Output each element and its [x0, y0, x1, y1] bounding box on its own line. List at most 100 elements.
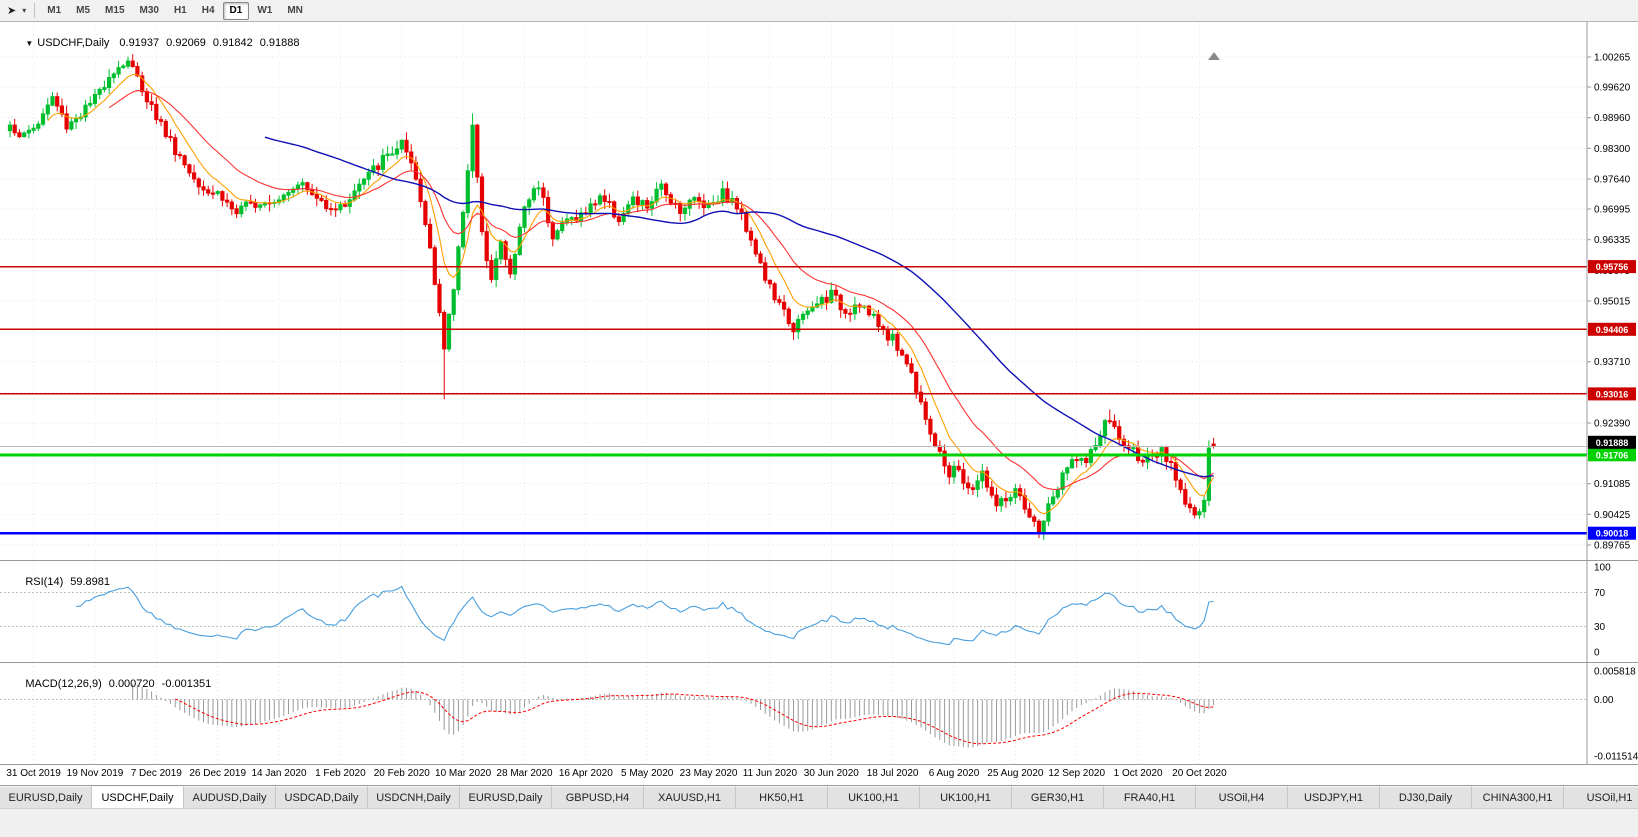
price-tick-label: 0.98960 — [1594, 113, 1631, 124]
status-bar — [0, 808, 1638, 837]
rsi-tick-label: 100 — [1594, 563, 1611, 574]
timeframe-button-w1[interactable]: W1 — [257, 4, 273, 16]
macd-panel[interactable]: MACD(12,26,9) 0.000720 -0.001351 0.005818 0… — [0, 662, 1638, 764]
svg-text:0.95756: 0.95756 — [1596, 262, 1629, 272]
macd-grid — [33, 663, 1200, 764]
chart-tab-usoil-h1[interactable]: USOil,H1 — [1564, 786, 1638, 808]
chart-tab-usdcad-daily[interactable]: USDCAD,Daily — [276, 786, 368, 808]
date-tick-label: 12 Sep 2020 — [1048, 768, 1106, 779]
rsi-panel[interactable]: RSI(14) 59.8981 100 70 30 0 — [0, 560, 1638, 662]
candle-bodies-layer — [7, 60, 1216, 535]
chart-tab-fra40-h1[interactable]: FRA40,H1 — [1104, 786, 1196, 808]
date-tick-label: 28 Mar 2020 — [496, 768, 553, 779]
cursor-icon[interactable]: ➤ — [7, 4, 17, 17]
date-tick-label: 20 Feb 2020 — [373, 768, 430, 779]
rsi-tick-label: 30 — [1594, 622, 1606, 633]
svg-text:0.94406: 0.94406 — [1596, 325, 1629, 335]
price-tick-label: 0.95015 — [1594, 297, 1631, 308]
rsi-line — [76, 585, 1214, 646]
svg-text:0.91706: 0.91706 — [1596, 450, 1629, 460]
macd-tick-label: 0.005818 — [1594, 667, 1636, 678]
chart-tab-uk100-h1[interactable]: UK100,H1 — [920, 786, 1012, 808]
timeframe-button-m15[interactable]: M15 — [105, 4, 125, 16]
price-tick-label: 1.00265 — [1594, 53, 1631, 64]
timeframe-button-m5[interactable]: M5 — [76, 4, 91, 16]
price-tick-label: 0.93710 — [1594, 357, 1631, 368]
main-chart-panel[interactable]: ▼ USDCHF,Daily 0.91937 0.92069 0.91842 0.9188… — [0, 22, 1638, 560]
timeframe-button-mn[interactable]: MN — [287, 4, 303, 16]
chart-tab-xauusd-h1[interactable]: XAUUSD,H1 — [644, 786, 736, 808]
price-tick-label: 0.91085 — [1594, 479, 1631, 490]
date-tick-label: 1 Oct 2020 — [1113, 768, 1163, 779]
svg-text:0.93016: 0.93016 — [1596, 389, 1629, 399]
toolbar-separator — [34, 3, 36, 18]
price-tick-label: 0.96335 — [1594, 235, 1631, 246]
chart-tab-eurusd-daily[interactable]: EURUSD,Daily — [460, 786, 552, 808]
date-tick-label: 16 Apr 2020 — [558, 768, 613, 779]
price-tick-label: 0.98300 — [1594, 144, 1631, 155]
chart-tab-usdjpy-h1[interactable]: USDJPY,H1 — [1288, 786, 1380, 808]
chart-tab-usoil-h4[interactable]: USOil,H4 — [1196, 786, 1288, 808]
date-tick-label: 14 Jan 2020 — [251, 768, 307, 779]
chart-tab-eurusd-daily[interactable]: EURUSD,Daily — [0, 786, 92, 808]
svg-text:0.90018: 0.90018 — [1596, 529, 1629, 539]
dropdown-caret-icon[interactable]: ▾ — [22, 5, 27, 15]
timeframe-button-d1[interactable]: D1 — [222, 1, 250, 20]
date-tick-label: 31 Oct 2019 — [6, 768, 61, 779]
chart-tab-usdcnh-daily[interactable]: USDCNH,Daily — [368, 786, 460, 808]
moving-average-line — [264, 136, 1214, 478]
moving-average-line — [47, 73, 1215, 515]
date-tick-label: 23 May 2020 — [679, 768, 738, 779]
timeframe-button-m30[interactable]: M30 — [139, 4, 159, 16]
hline-badge-0.94406: 0.94406 — [1588, 322, 1636, 336]
date-tick-label: 20 Oct 2020 — [1172, 768, 1227, 779]
date-tick-label: 1 Feb 2020 — [315, 768, 366, 779]
chart-shift-marker[interactable] — [1208, 52, 1220, 60]
chart-tab-usdchf-daily[interactable]: USDCHF,Daily — [92, 786, 184, 808]
price-tick-label: 0.96995 — [1594, 205, 1631, 216]
svg-text:0.91888: 0.91888 — [1596, 438, 1629, 448]
price-tick-label: 0.97640 — [1594, 175, 1631, 186]
date-tick-label: 30 Jun 2020 — [803, 768, 859, 779]
chart-title: ▼ USDCHF,Daily 0.91937 0.92069 0.91842 0.9188… — [7, 25, 299, 61]
candlestick-chart[interactable]: 1.00265 0.99620 0.98960 0.98300 0.97640 0.969… — [0, 22, 1638, 560]
rsi-chart[interactable]: 100 70 30 0 — [0, 561, 1638, 662]
hline-badge-0.91706: 0.91706 — [1588, 448, 1636, 462]
main-grid — [0, 22, 1587, 560]
date-tick-label: 25 Aug 2020 — [987, 768, 1044, 779]
chart-tab-ger30-h1[interactable]: GER30,H1 — [1012, 786, 1104, 808]
chart-tab-uk100-h1[interactable]: UK100,H1 — [828, 786, 920, 808]
rsi-label: RSI(14) 59.8981 — [25, 576, 111, 588]
chart-tab-china300-h1[interactable]: CHINA300,H1 — [1472, 786, 1564, 808]
chart-tab-audusd-daily[interactable]: AUDUSD,Daily — [184, 786, 276, 808]
chart-tabs-bar: EURUSD,Daily USDCHF,Daily AUDUSD,Daily USDC… — [0, 785, 1638, 808]
hline-badge-0.95756: 0.95756 — [1588, 260, 1636, 274]
timeframe-toolbar: M1 M5 M15 M30 H1 H4 D1 W1 MN — [40, 1, 310, 20]
chart-menu-icon[interactable]: ▼ — [25, 39, 34, 48]
timeframe-button-h1[interactable]: H1 — [173, 4, 187, 16]
date-tick-label: 10 Mar 2020 — [435, 768, 492, 779]
macd-chart[interactable]: 0.005818 0.00 -0.011514 — [0, 663, 1638, 764]
chart-tab-hk50-h1[interactable]: HK50,H1 — [736, 786, 828, 808]
chart-tab-gbpusd-h4[interactable]: GBPUSD,H4 — [552, 786, 644, 808]
current-price-badge: 0.91888 — [1588, 435, 1636, 449]
price-tick-label: 0.99620 — [1594, 83, 1631, 94]
rsi-axis[interactable] — [1587, 561, 1638, 662]
date-tick-label: 11 Jun 2020 — [742, 768, 798, 779]
timeframe-button-m1[interactable]: M1 — [47, 4, 62, 16]
macd-tick-label: -0.011514 — [1594, 752, 1638, 763]
macd-tick-label: 0.00 — [1594, 695, 1614, 706]
chart-tab-dj30-daily[interactable]: DJ30,Daily — [1380, 786, 1472, 808]
candle-wicks-layer — [9, 54, 1215, 540]
date-tick-label: 7 Dec 2019 — [130, 768, 182, 779]
toolbar: ➤ ▾ M1 M5 M15 M30 H1 H4 D1 W1 MN — [0, 0, 1638, 22]
price-axis[interactable]: 1.00265 0.99620 0.98960 0.98300 0.97640 0.969… — [1586, 22, 1638, 560]
chart-ohlc: 0.91937 0.92069 0.91842 0.91888 — [119, 37, 300, 49]
macd-label: MACD(12,26,9) 0.000720 -0.001351 — [25, 678, 212, 690]
timeframe-button-h4[interactable]: H4 — [201, 4, 215, 16]
hline-badge-0.93016: 0.93016 — [1588, 387, 1636, 401]
date-tick-label: 18 Jul 2020 — [866, 768, 919, 779]
macd-axis[interactable] — [1587, 663, 1638, 764]
macd-histogram-layer — [132, 683, 1215, 748]
